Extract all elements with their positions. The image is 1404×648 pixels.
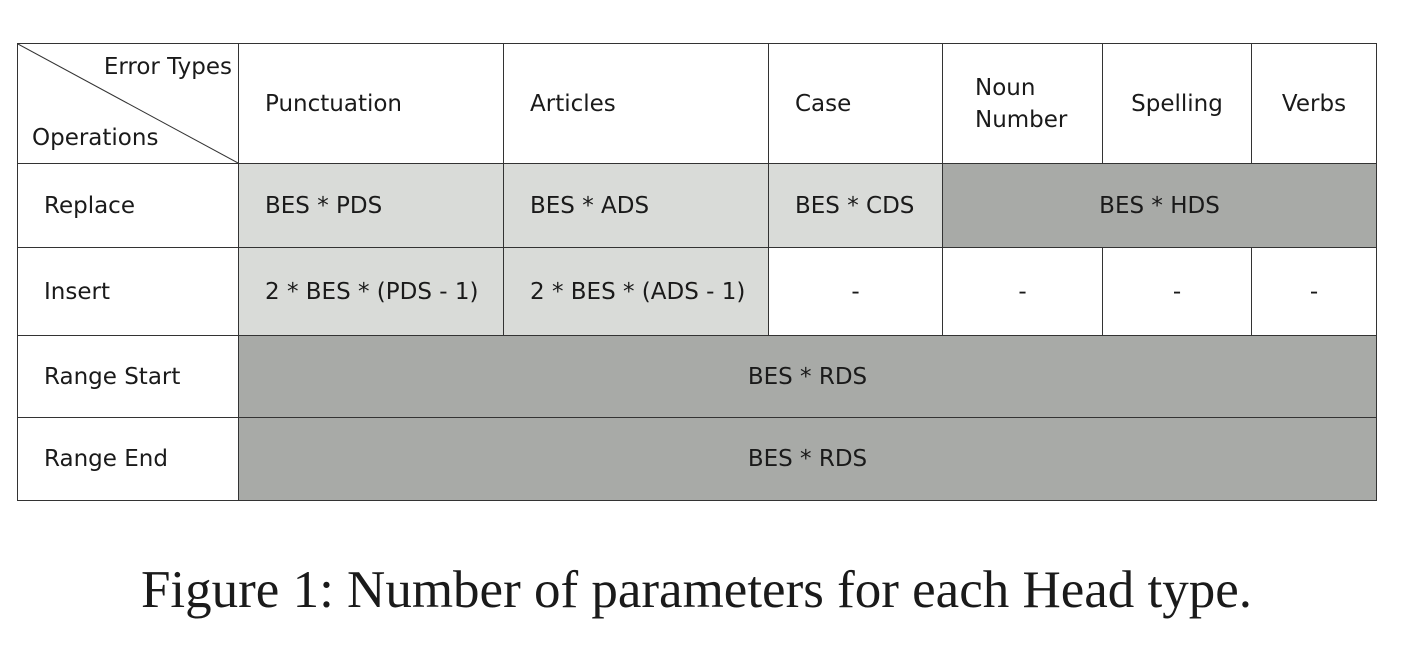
column-header-noun-number: Noun Number	[942, 43, 1103, 164]
header-row: Error Types Operations Punctuation Artic…	[17, 43, 1377, 164]
cell-insert-case: -	[768, 247, 943, 336]
column-header-noun-line: Noun	[975, 74, 1036, 101]
table-row: Range Start BES * RDS	[17, 335, 1377, 418]
cell-insert-spelling: -	[1102, 247, 1252, 336]
cell-insert-verbs: -	[1251, 247, 1377, 336]
cell-insert-punctuation: 2 * BES * (PDS - 1)	[238, 247, 504, 336]
parameter-table-figure: Error Types Operations Punctuation Artic…	[17, 43, 1377, 501]
cell-insert-noun-number: -	[942, 247, 1103, 336]
cell-range-start-merged: BES * RDS	[238, 335, 1377, 418]
row-label-range-start: Range Start	[17, 335, 239, 418]
column-header-verbs: Verbs	[1251, 43, 1377, 164]
cell-insert-articles: 2 * BES * (ADS - 1)	[503, 247, 769, 336]
cell-replace-articles: BES * ADS	[503, 163, 769, 248]
cell-replace-punctuation: BES * PDS	[238, 163, 504, 248]
operations-label: Operations	[32, 125, 159, 151]
row-label-replace: Replace	[17, 163, 239, 248]
column-header-spelling: Spelling	[1102, 43, 1252, 164]
corner-header-cell: Error Types Operations	[17, 43, 239, 164]
row-label-range-end: Range End	[17, 417, 239, 501]
column-header-number-line: Number	[975, 106, 1068, 133]
row-label-insert: Insert	[17, 247, 239, 336]
column-header-case: Case	[768, 43, 943, 164]
cell-replace-merged: BES * HDS	[942, 163, 1377, 248]
parameter-table: Error Types Operations Punctuation Artic…	[17, 43, 1377, 501]
table-row: Replace BES * PDS BES * ADS BES * CDS BE…	[17, 163, 1377, 248]
table-row: Insert 2 * BES * (PDS - 1) 2 * BES * (AD…	[17, 247, 1377, 336]
cell-replace-case: BES * CDS	[768, 163, 943, 248]
cell-range-end-merged: BES * RDS	[238, 417, 1377, 501]
column-header-punctuation: Punctuation	[238, 43, 504, 164]
table-row: Range End BES * RDS	[17, 417, 1377, 501]
column-header-articles: Articles	[503, 43, 769, 164]
figure-caption: Figure 1: Number of parameters for each …	[140, 561, 1253, 619]
error-types-label: Error Types	[103, 54, 232, 80]
diagonal-divider	[18, 44, 238, 163]
